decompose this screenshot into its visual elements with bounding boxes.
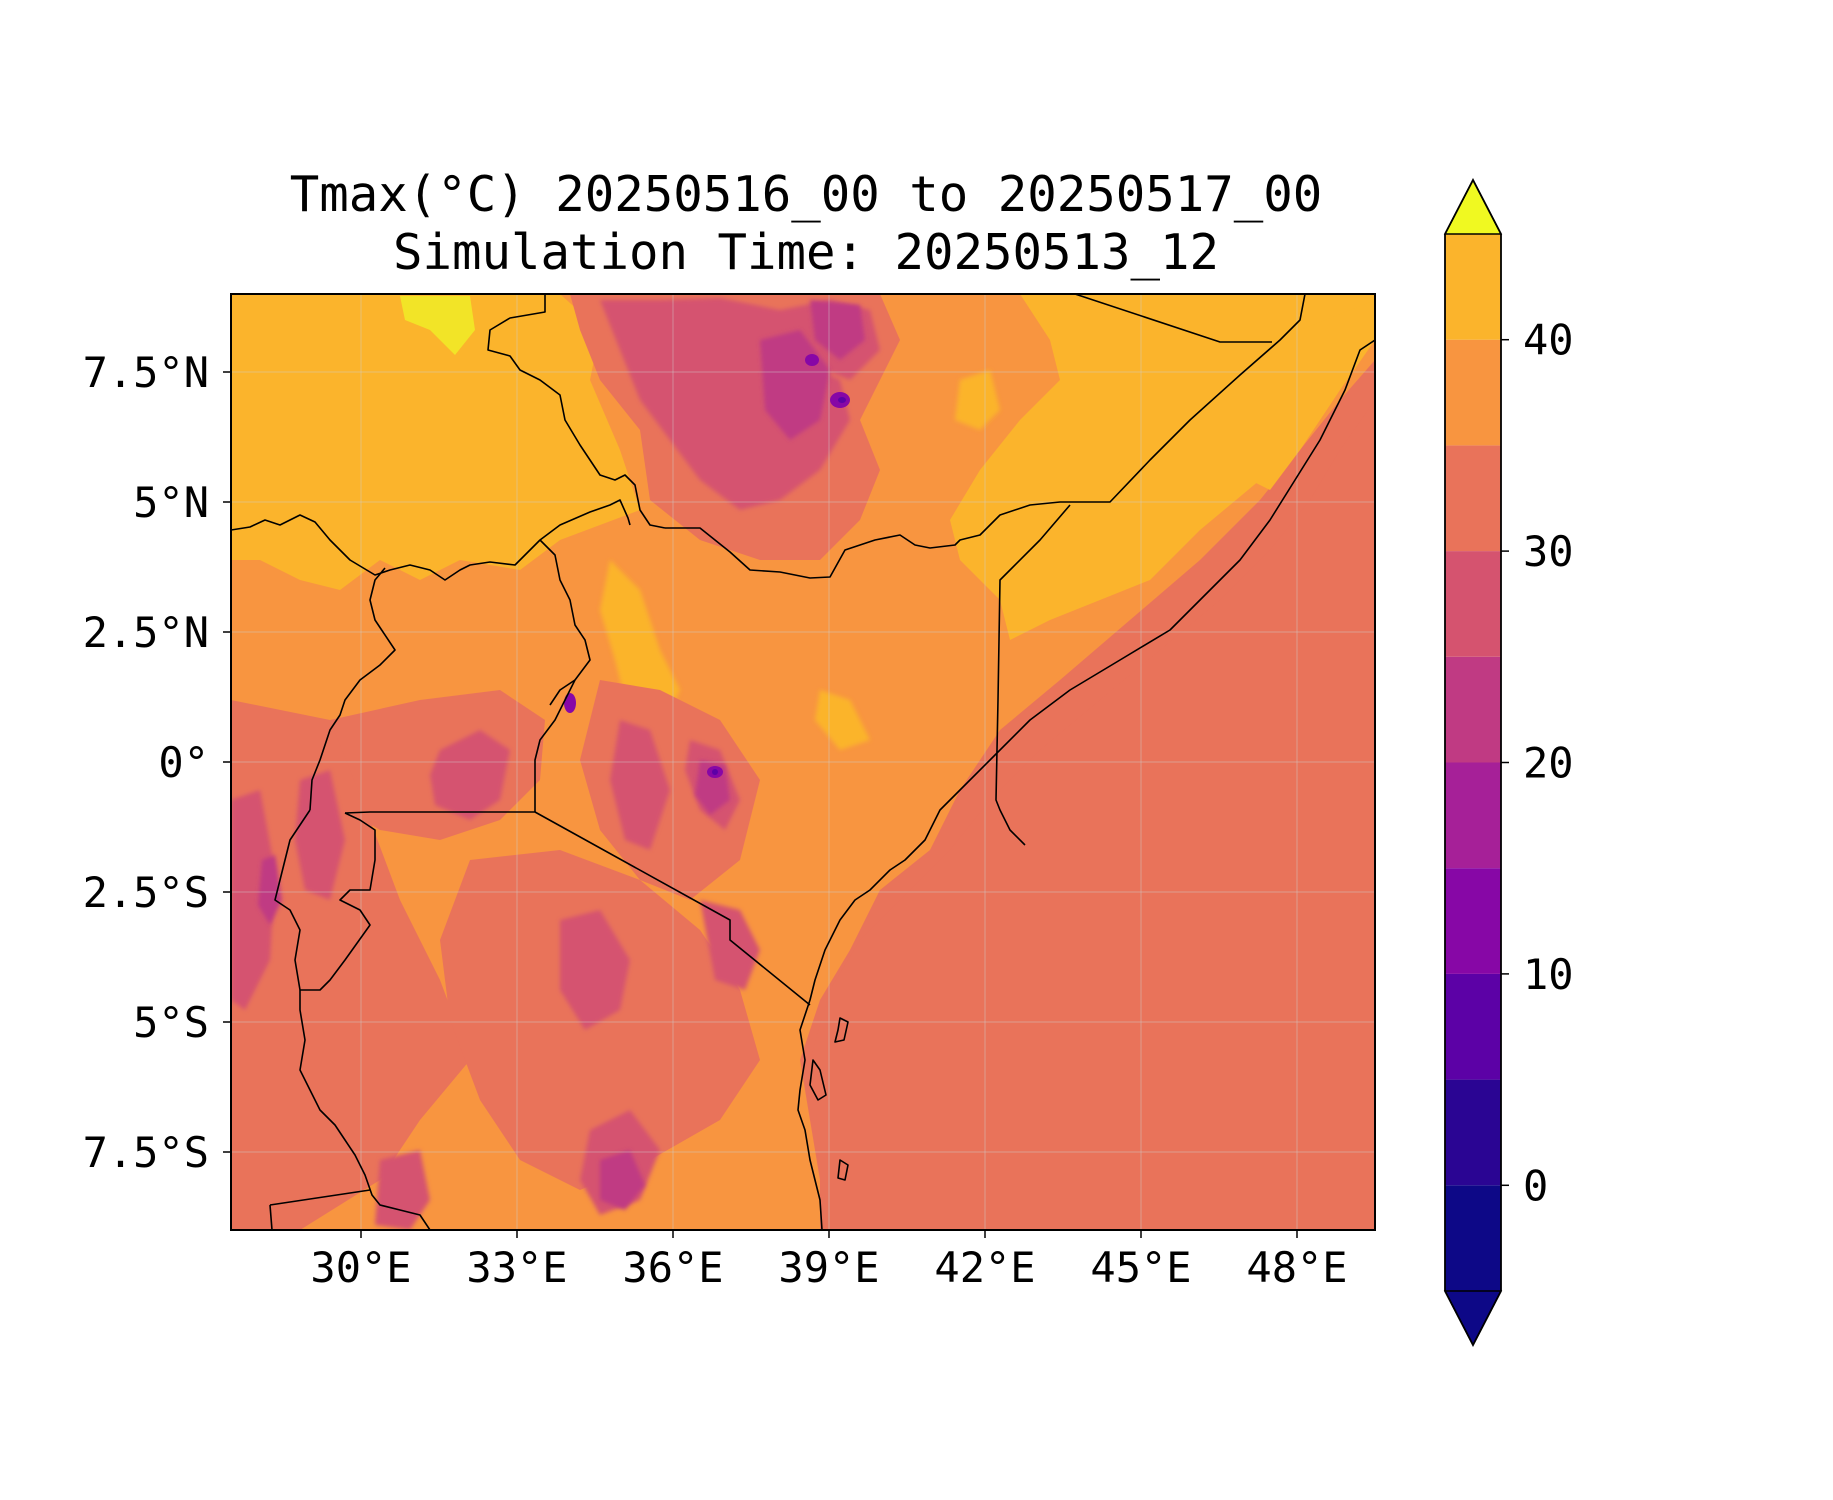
x-axis: 30°E 33°E 36°E 39°E 42°E 45°E 48°E xyxy=(310,1230,1348,1292)
y-tick-label: 0° xyxy=(158,738,209,787)
colorbar-over-extension xyxy=(1443,178,1503,235)
map-area xyxy=(231,294,1375,1230)
y-tick-label: 2.5°S xyxy=(83,868,209,917)
temperature-field-hot-east xyxy=(950,294,1375,640)
chart-subtitle: Simulation Time: 20250513_12 xyxy=(392,224,1219,281)
x-tick-label: 45°E xyxy=(1090,1243,1191,1292)
colorbar-segment xyxy=(1445,339,1501,446)
temperature-field-coldest-cores xyxy=(712,397,846,775)
colorbar-segment xyxy=(1445,445,1501,552)
colorbar-segment xyxy=(1445,762,1501,869)
map-gridlines xyxy=(231,294,1375,1230)
y-tick-label: 7.5°S xyxy=(83,1128,209,1177)
colorbar-outline xyxy=(1444,178,1502,1347)
temperature-field-hottest-spot xyxy=(400,296,475,355)
colorbar-tick-label: 40 xyxy=(1523,316,1574,365)
y-axis: 7.5°N 5°N 2.5°N 0° 2.5°S 5°S 7.5°S xyxy=(83,348,231,1177)
temperature-field-hot-turkana xyxy=(600,560,680,730)
colorbar-tick-label: 30 xyxy=(1523,527,1574,576)
colorbar-segment xyxy=(1445,656,1501,763)
country-borders xyxy=(231,294,1375,1230)
colorbar-tick-label: 0 xyxy=(1523,1161,1548,1210)
x-tick-label: 39°E xyxy=(778,1243,879,1292)
y-tick-label: 7.5°N xyxy=(83,348,209,397)
x-tick-label: 30°E xyxy=(310,1243,411,1292)
colorbar-segment xyxy=(1445,973,1501,1080)
y-tick-label: 5°S xyxy=(133,998,209,1047)
colorbar-segment xyxy=(1445,1079,1501,1186)
colorbar-tick-label: 10 xyxy=(1523,950,1574,999)
y-tick-label: 2.5°N xyxy=(83,608,209,657)
temperature-field-tanzania-west xyxy=(231,700,470,1230)
x-tick-label: 36°E xyxy=(622,1243,723,1292)
colorbar-under-extension xyxy=(1443,1290,1503,1347)
colorbar-segment xyxy=(1445,234,1501,340)
colorbar-tick-label: 20 xyxy=(1523,739,1574,788)
temperature-field-hot-spot-north-somalia xyxy=(955,370,1000,430)
temperature-field-hot-spot-somalia xyxy=(815,690,870,750)
x-tick-label: 48°E xyxy=(1246,1243,1347,1292)
colorbar: 0 10 20 30 40 xyxy=(1443,178,1574,1347)
x-tick-label: 42°E xyxy=(934,1243,1035,1292)
y-tick-label: 5°N xyxy=(133,478,209,527)
colorbar-segment xyxy=(1445,1185,1501,1291)
temperature-field-somali-coast-band xyxy=(810,400,1375,1230)
colorbar-segment xyxy=(1445,868,1501,974)
temperature-field-hot-north xyxy=(231,294,640,590)
temperature-field-hot-coast-strip xyxy=(1250,300,1375,490)
chart-title: Tmax(°C) 20250516_00 to 20250517_00 xyxy=(289,166,1323,223)
colorbar-segment xyxy=(1445,551,1501,657)
x-tick-label: 33°E xyxy=(466,1243,567,1292)
